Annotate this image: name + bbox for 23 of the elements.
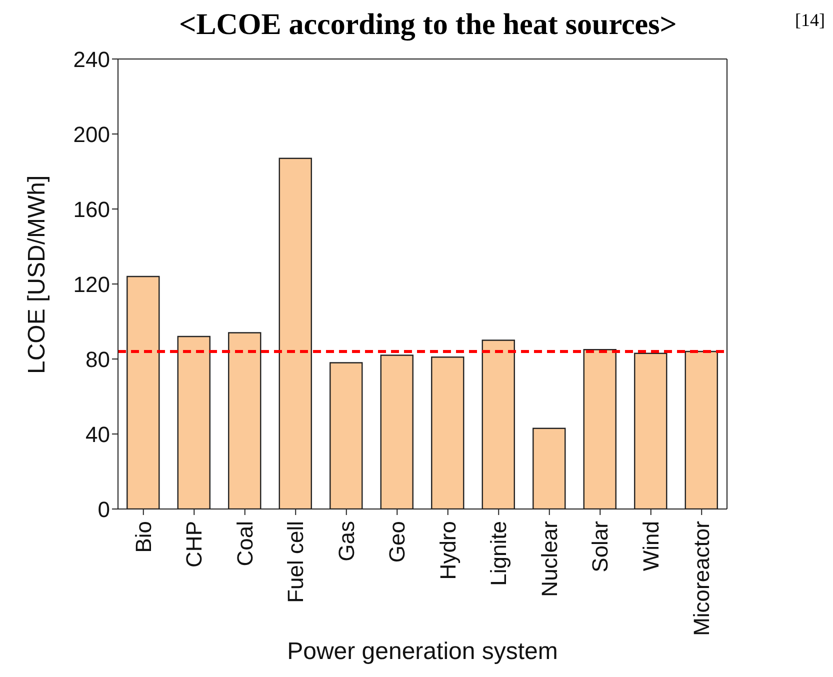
x-tick-label: Geo [384, 521, 410, 563]
x-tick-label: Nuclear [536, 521, 562, 597]
x-tick-label: Fuel cell [283, 521, 308, 603]
chart-title: <LCOE according to the heat sources> [178, 8, 678, 42]
y-tick-label: 40 [86, 422, 110, 447]
x-tick-label: Coal [232, 521, 258, 566]
y-axis-title: LCOE [USD/MWh] [24, 175, 51, 374]
x-tick-label: Micoreactor [689, 521, 714, 636]
x-tick-label: Gas [334, 521, 359, 562]
x-tick-label: Wind [638, 521, 664, 572]
x-axis-title: Power generation system [287, 638, 558, 665]
x-tick-label: Hydro [435, 521, 460, 580]
y-tick-label: 80 [86, 346, 110, 372]
y-tick-label: 200 [73, 122, 110, 147]
y-tick-label: 0 [98, 496, 110, 522]
text: [14] [795, 10, 825, 31]
y-tick-label: 120 [73, 272, 110, 297]
y-tick-label: 240 [73, 46, 110, 72]
x-tick-label: Solar [588, 521, 613, 572]
y-tick-label: 160 [73, 196, 110, 222]
x-tick-label: CHP [182, 521, 207, 568]
x-tick-label: Bio [130, 521, 156, 553]
x-tick-label: Lignite [486, 521, 512, 586]
